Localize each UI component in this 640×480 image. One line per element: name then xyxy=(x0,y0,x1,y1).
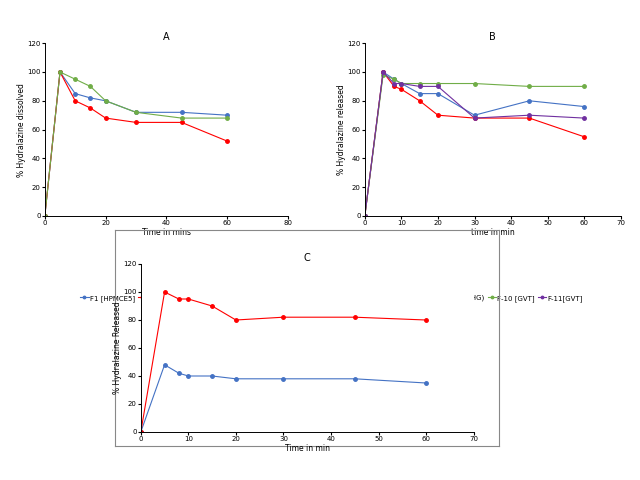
F-12 (PVP) xyxy=(184,296,192,302)
X-axis label: time in min: time in min xyxy=(471,228,515,237)
F-11[GVT] xyxy=(470,115,478,121)
F-12 (PVP) xyxy=(208,303,216,309)
F-6(EA S) xyxy=(280,376,287,382)
F-9(PHG) xyxy=(416,98,424,104)
F-6(EA S) xyxy=(137,429,145,435)
Title: C: C xyxy=(304,253,310,263)
F-6(EA S) xyxy=(161,362,168,368)
F-6(EA S) xyxy=(232,376,240,382)
F-9(PHG) xyxy=(525,115,533,121)
F-I(PHG) xyxy=(580,104,588,109)
F-9(PHG) xyxy=(390,84,398,89)
F-I(PHG) xyxy=(525,98,533,104)
F-12 (PVP) xyxy=(280,314,287,320)
Line: F-10 [GVT]: F-10 [GVT] xyxy=(363,73,586,218)
F-11[GVT] xyxy=(580,115,588,121)
F2[HPMCE 5] xyxy=(223,138,231,144)
F-6(EA S) xyxy=(351,376,358,382)
F-12 (PVP) xyxy=(232,317,240,323)
Line: F3(HPMCE15): F3(HPMCE15) xyxy=(43,70,229,218)
X-axis label: Time in min: Time in min xyxy=(285,444,330,453)
Line: F1 [HPMCE5]: F1 [HPMCE5] xyxy=(43,70,229,218)
F-11[GVT] xyxy=(525,112,533,118)
F1 [HPMCE5] xyxy=(56,69,64,75)
F-11[GVT] xyxy=(380,69,387,75)
Y-axis label: % Hydralazine dissolved: % Hydralazine dissolved xyxy=(17,83,26,177)
F-10 [GVT] xyxy=(397,81,405,86)
Line: F-6(EA S): F-6(EA S) xyxy=(139,363,428,434)
F-I(PHG) xyxy=(361,213,369,219)
F-12 (PVP) xyxy=(175,296,182,302)
F2[HPMCE 5] xyxy=(102,115,109,121)
F-9(PHG) xyxy=(434,112,442,118)
F3(HPMCE15) xyxy=(72,76,79,82)
F2[HPMCE 5] xyxy=(41,213,49,219)
F2[HPMCE 5] xyxy=(132,120,140,125)
F-10 [GVT] xyxy=(380,72,387,78)
F-11[GVT] xyxy=(416,84,424,89)
F-9(PHG) xyxy=(470,115,478,121)
F-10 [GVT] xyxy=(470,81,478,86)
F3(HPMCE15) xyxy=(223,115,231,121)
F-I(PHG) xyxy=(397,81,405,86)
Y-axis label: % Hydralazine Released: % Hydralazine Released xyxy=(113,302,122,394)
F1 [HPMCE5] xyxy=(178,109,186,115)
F-11[GVT] xyxy=(397,81,405,86)
Legend: F-I(PHG), F-9(PHG), F-10 [GVT], F-11[GVT]: F-I(PHG), F-9(PHG), F-10 [GVT], F-11[GVT… xyxy=(400,292,586,304)
Line: F-11[GVT]: F-11[GVT] xyxy=(363,70,586,218)
Line: F-12 (PVP): F-12 (PVP) xyxy=(139,290,428,434)
F-9(PHG) xyxy=(397,86,405,92)
F-6(EA S) xyxy=(184,373,192,379)
Legend: F1 [HPMCE5], F2[HPMCE 5], F3(HPMCE15): F1 [HPMCE5], F2[HPMCE 5], F3(HPMCE15) xyxy=(77,292,255,304)
F2[HPMCE 5] xyxy=(86,105,94,111)
F-12 (PVP) xyxy=(161,289,168,295)
F3(HPMCE15) xyxy=(102,98,109,104)
F-12 (PVP) xyxy=(351,314,358,320)
F-I(PHG) xyxy=(434,91,442,96)
F1 [HPMCE5] xyxy=(102,98,109,104)
F2[HPMCE 5] xyxy=(178,120,186,125)
Line: F2[HPMCE 5]: F2[HPMCE 5] xyxy=(43,70,229,218)
F3(HPMCE15) xyxy=(86,84,94,89)
F3(HPMCE15) xyxy=(56,69,64,75)
F-11[GVT] xyxy=(361,213,369,219)
F-10 [GVT] xyxy=(361,213,369,219)
F-6(EA S) xyxy=(422,380,430,386)
F3(HPMCE15) xyxy=(178,115,186,121)
F-10 [GVT] xyxy=(525,84,533,89)
F1 [HPMCE5] xyxy=(41,213,49,219)
Y-axis label: % Hydralazine released: % Hydralazine released xyxy=(337,84,346,175)
F-10 [GVT] xyxy=(434,81,442,86)
F-9(PHG) xyxy=(580,134,588,140)
F-6(EA S) xyxy=(175,371,182,376)
F-10 [GVT] xyxy=(390,76,398,82)
F3(HPMCE15) xyxy=(132,109,140,115)
Title: B: B xyxy=(490,33,496,42)
F1 [HPMCE5] xyxy=(72,91,79,96)
X-axis label: Time in mins: Time in mins xyxy=(142,228,191,237)
Line: F-9(PHG): F-9(PHG) xyxy=(363,70,586,218)
F-I(PHG) xyxy=(390,76,398,82)
F-9(PHG) xyxy=(361,213,369,219)
F-I(PHG) xyxy=(416,91,424,96)
F-12 (PVP) xyxy=(422,317,430,323)
Line: F-I(PHG): F-I(PHG) xyxy=(363,70,586,218)
F2[HPMCE 5] xyxy=(72,98,79,104)
F3(HPMCE15) xyxy=(41,213,49,219)
F-12 (PVP) xyxy=(137,429,145,435)
F-11[GVT] xyxy=(390,81,398,86)
F2[HPMCE 5] xyxy=(56,69,64,75)
F-I(PHG) xyxy=(470,112,478,118)
F1 [HPMCE5] xyxy=(86,95,94,101)
Title: A: A xyxy=(163,33,170,42)
F-6(EA S) xyxy=(208,373,216,379)
F-10 [GVT] xyxy=(416,81,424,86)
F-I(PHG) xyxy=(380,69,387,75)
F1 [HPMCE5] xyxy=(223,112,231,118)
F1 [HPMCE5] xyxy=(132,109,140,115)
F-10 [GVT] xyxy=(580,84,588,89)
F-9(PHG) xyxy=(380,69,387,75)
F-11[GVT] xyxy=(434,84,442,89)
